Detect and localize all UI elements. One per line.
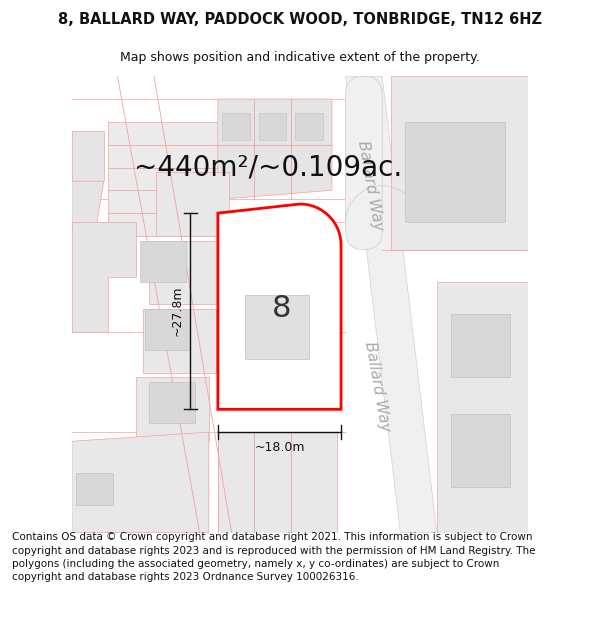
Text: ~27.8m: ~27.8m (170, 286, 184, 336)
Bar (451, 314, 510, 378)
Bar (223, 112, 250, 140)
Polygon shape (72, 131, 104, 181)
Polygon shape (72, 432, 209, 532)
Polygon shape (109, 122, 218, 144)
Text: ~18.0m: ~18.0m (254, 441, 305, 454)
Bar (149, 382, 195, 423)
Bar (245, 295, 309, 359)
Polygon shape (218, 204, 341, 409)
Text: Map shows position and indicative extent of the property.: Map shows position and indicative extent… (120, 51, 480, 64)
Text: Ballard Way: Ballard Way (355, 139, 386, 232)
Bar (76, 473, 113, 505)
Bar (140, 241, 186, 281)
Text: Contains OS data © Crown copyright and database right 2021. This information is : Contains OS data © Crown copyright and d… (12, 532, 536, 582)
Polygon shape (437, 281, 528, 532)
Polygon shape (391, 76, 528, 249)
Polygon shape (109, 213, 218, 236)
Bar (451, 414, 510, 487)
Bar (259, 112, 286, 140)
Text: 8, BALLARD WAY, PADDOCK WOOD, TONBRIDGE, TN12 6HZ: 8, BALLARD WAY, PADDOCK WOOD, TONBRIDGE,… (58, 11, 542, 26)
Polygon shape (218, 432, 332, 532)
Polygon shape (109, 144, 218, 168)
Polygon shape (218, 99, 332, 199)
Polygon shape (109, 190, 218, 213)
Polygon shape (109, 168, 218, 190)
Polygon shape (143, 309, 215, 372)
Polygon shape (72, 181, 104, 236)
Polygon shape (72, 222, 136, 332)
Text: 8: 8 (272, 294, 292, 324)
FancyBboxPatch shape (346, 76, 382, 249)
Polygon shape (136, 378, 209, 441)
Polygon shape (218, 432, 337, 532)
Bar (145, 309, 190, 350)
Polygon shape (156, 172, 229, 236)
Bar (295, 112, 323, 140)
Polygon shape (346, 76, 437, 532)
Text: Ballard Way: Ballard Way (362, 341, 393, 432)
Polygon shape (149, 241, 223, 304)
Text: ~440m²/~0.109ac.: ~440m²/~0.109ac. (134, 154, 402, 181)
Polygon shape (72, 441, 127, 514)
Bar (405, 122, 505, 222)
